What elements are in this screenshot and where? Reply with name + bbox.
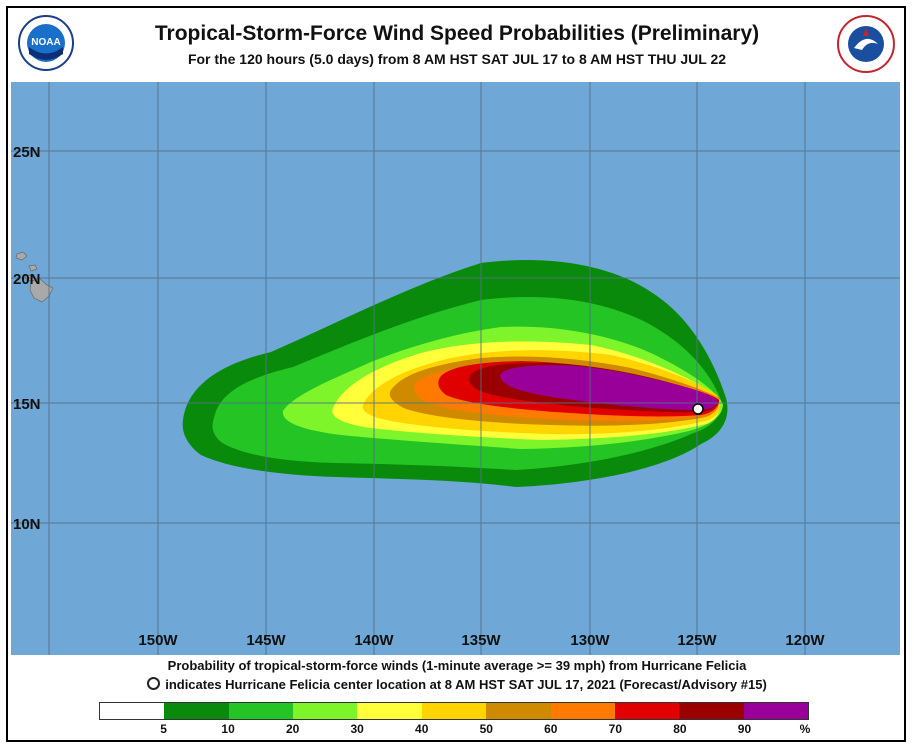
legend-label: 50 [479, 722, 493, 736]
legend-label: 30 [350, 722, 364, 736]
lat-label-25n: 25N [13, 144, 41, 161]
lon-label-145w: 145W [246, 632, 286, 649]
legend-swatch [228, 703, 294, 719]
grid-lines [11, 82, 900, 655]
contour-90-plus [500, 365, 718, 410]
lat-label-20n: 20N [13, 271, 41, 288]
legend-label: 90 [737, 722, 752, 736]
lon-label-120w: 120W [785, 632, 825, 649]
caption-line-2-text: indicates Hurricane Felicia center locat… [165, 677, 767, 692]
page-subtitle: For the 120 hours (5.0 days) from 8 AM H… [187, 51, 727, 67]
center-location-dot-icon [147, 677, 161, 690]
legend-swatch [486, 703, 551, 719]
lon-label-125w: 125W [677, 632, 717, 649]
lon-label-135w: 135W [461, 632, 501, 649]
longitude-labels: 150W 145W 140W 135W 130W 125W 120W [138, 632, 825, 649]
legend-swatch [421, 703, 487, 719]
legend-swatch [614, 703, 680, 719]
lon-label-140w: 140W [354, 632, 394, 649]
legend-swatch [357, 703, 422, 719]
noaa-logo-text: NOAA [31, 37, 60, 48]
lat-label-10n: 10N [13, 516, 41, 533]
caption-line-2: indicates Hurricane Felicia center locat… [0, 677, 914, 692]
legend-swatch [293, 703, 358, 719]
legend-swatch [550, 703, 615, 719]
probability-map: 25N 20N 15N 10N 150W 145W 140W 135W 130W… [11, 82, 900, 655]
lat-label-15n: 15N [13, 396, 41, 413]
hawaii-islands [15, 251, 54, 303]
legend-label: 10 [221, 722, 235, 736]
legend-swatch [164, 703, 229, 719]
legend-label: 70 [608, 722, 623, 736]
legend-swatch [743, 703, 808, 719]
nws-logo [837, 15, 895, 73]
noaa-logo: NOAA [18, 15, 74, 71]
legend-label: % [799, 722, 811, 736]
legend-swatch [679, 703, 744, 719]
probability-legend [99, 702, 809, 720]
page-title: Tropical-Storm-Force Wind Speed Probabil… [154, 22, 760, 45]
lon-label-150w: 150W [138, 632, 178, 649]
latitude-labels: 25N 20N 15N 10N [13, 144, 41, 533]
legend-swatch [100, 703, 165, 719]
legend-label: 40 [415, 722, 429, 736]
storm-center-marker [692, 403, 704, 415]
lon-label-130w: 130W [570, 632, 610, 649]
probability-contours [182, 260, 728, 487]
legend-label: 60 [544, 722, 558, 736]
legend-label: 5 [160, 722, 167, 736]
legend-label: 20 [285, 722, 300, 736]
caption-line-1: Probability of tropical-storm-force wind… [167, 658, 747, 673]
legend-label: 80 [673, 722, 687, 736]
